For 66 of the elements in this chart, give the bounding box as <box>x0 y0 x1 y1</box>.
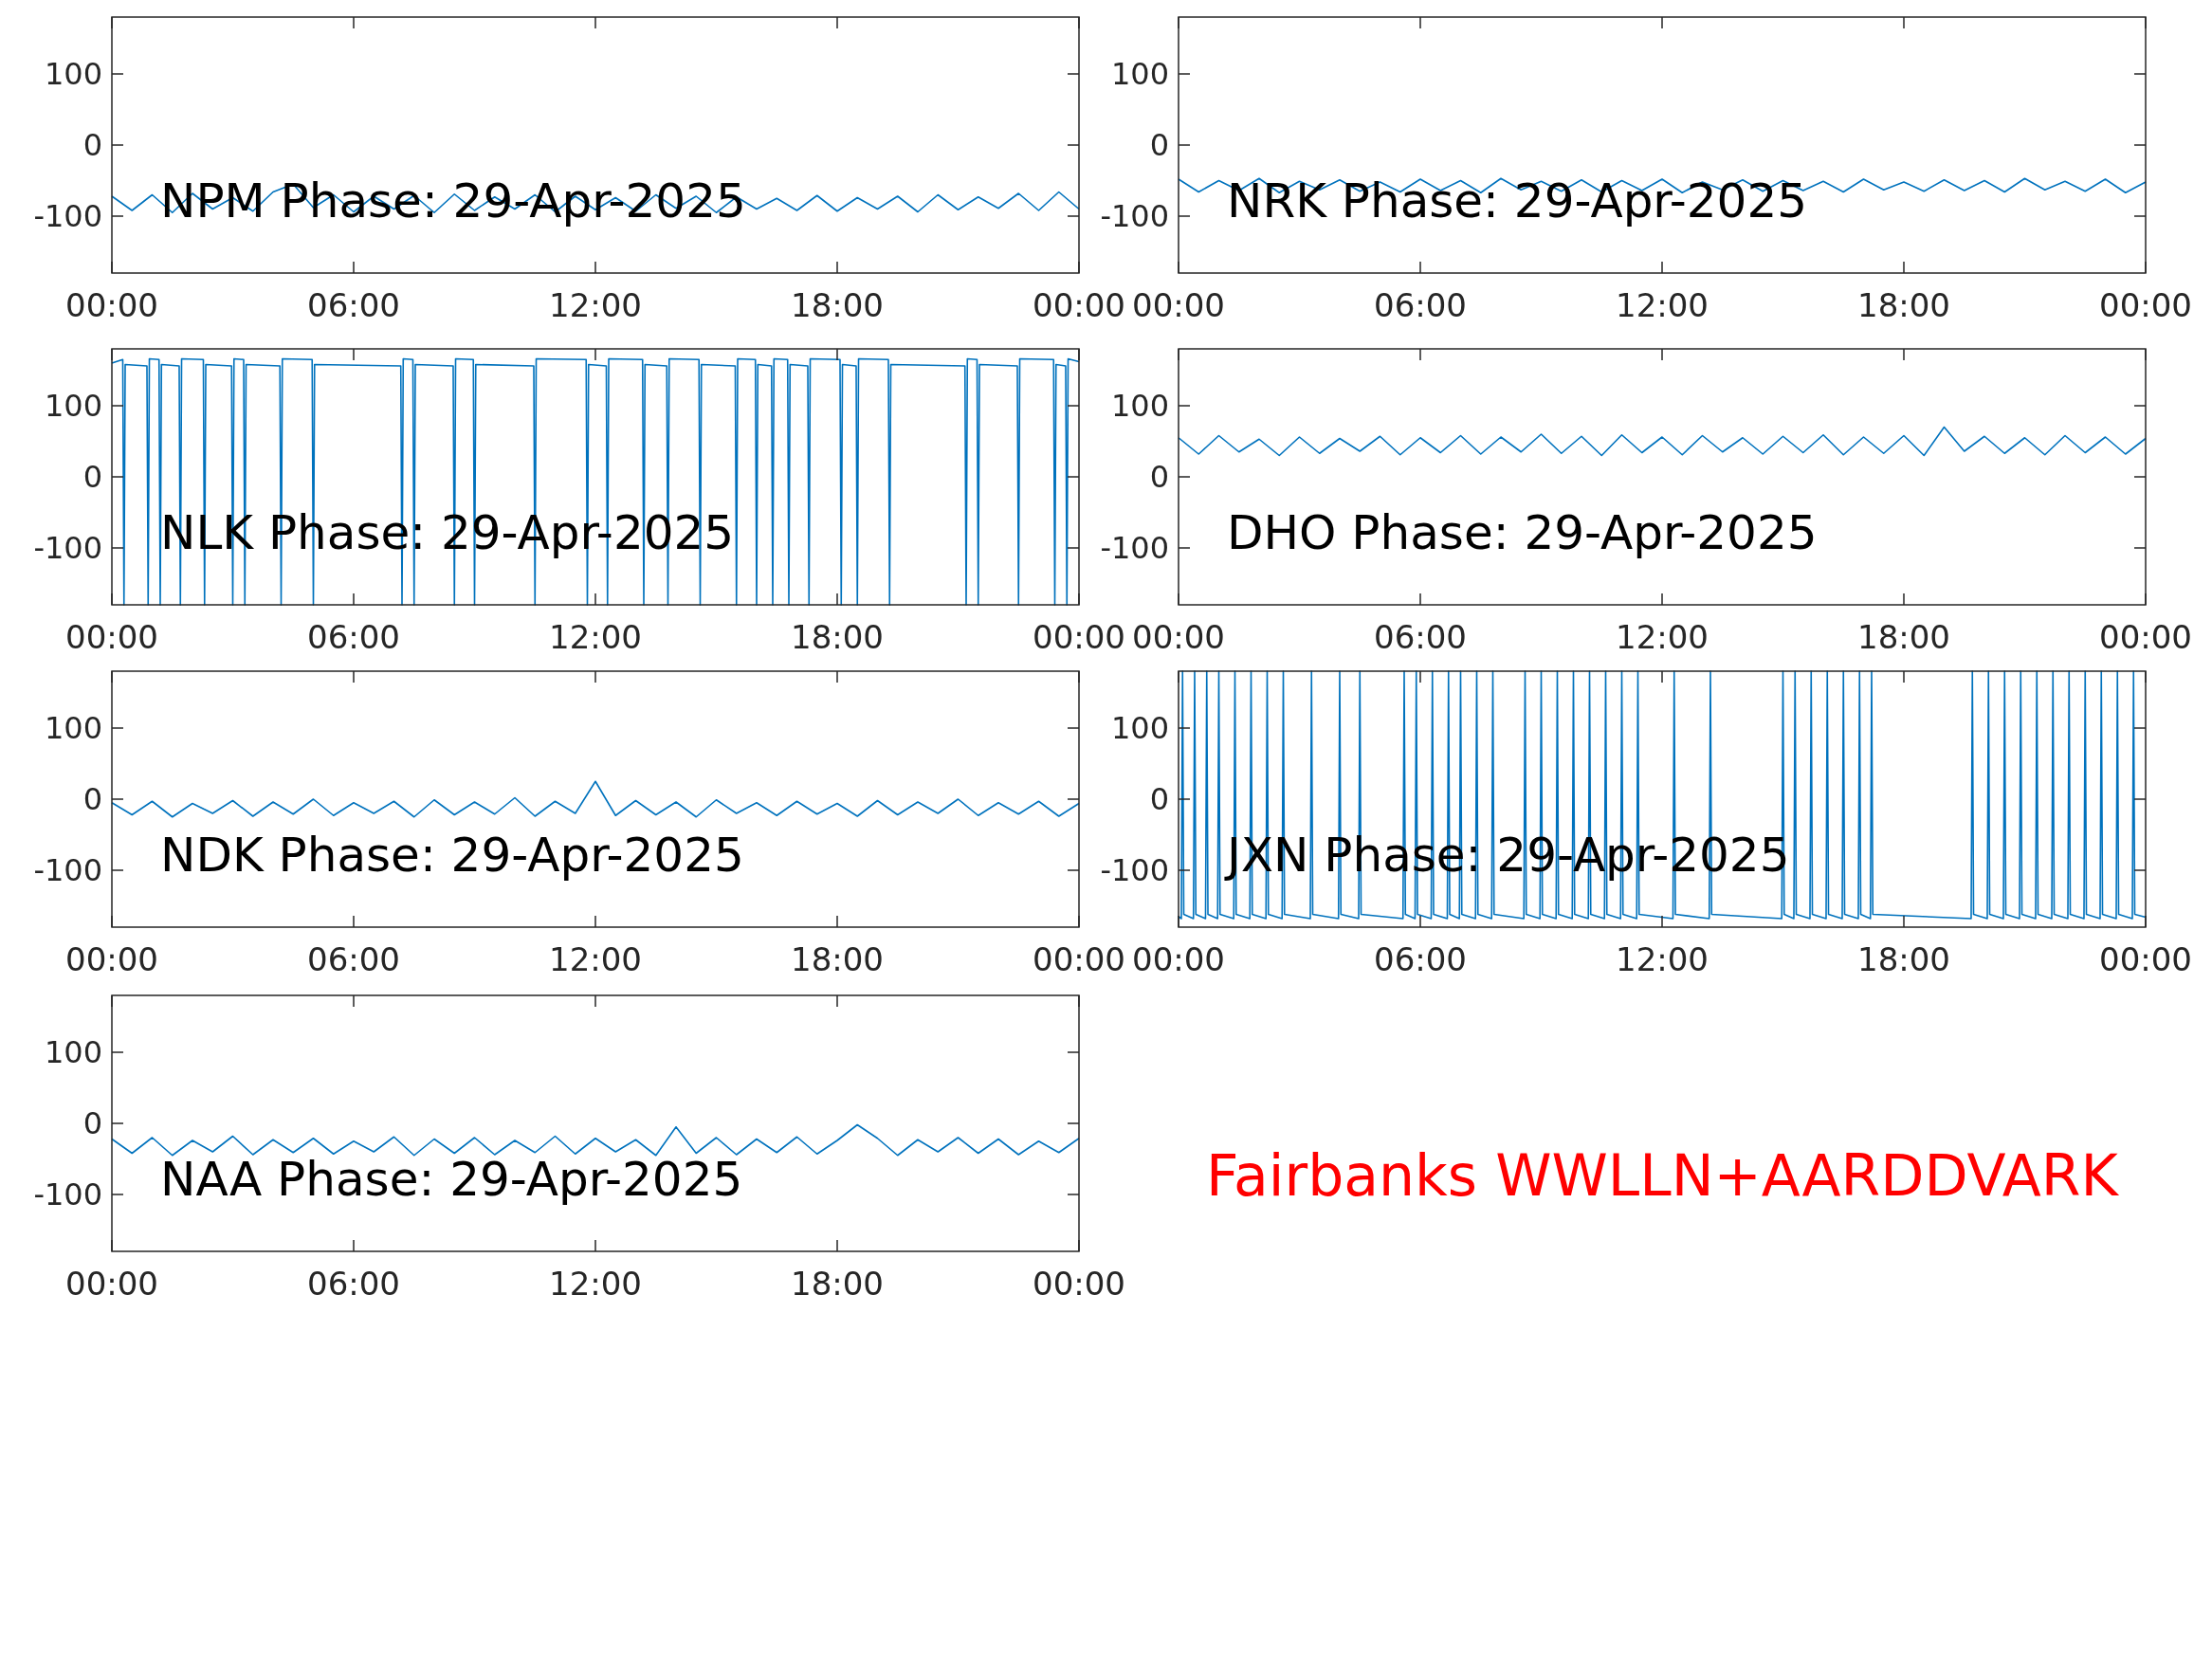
text: NDK Phase: 29-Apr-2025 <box>160 827 744 883</box>
x-tick-label: 00:00 <box>1132 286 1225 324</box>
line-series <box>1178 670 2147 920</box>
x-tick-label: 18:00 <box>1857 940 1950 978</box>
x-tick-label: 12:00 <box>1616 618 1709 656</box>
x-tick-label: 00:00 <box>1132 618 1225 656</box>
y-tick-label: -100 <box>33 1176 102 1213</box>
y-tick-label: -100 <box>33 530 102 567</box>
x-tick-label: 00:00 <box>1033 286 1125 324</box>
y-tick-label: 100 <box>44 388 102 425</box>
x-tick-label: 00:00 <box>65 286 158 324</box>
y-tick-label: -100 <box>33 852 102 889</box>
y-tick-label: 0 <box>1149 781 1169 818</box>
x-tick-label: 00:00 <box>1033 940 1125 978</box>
x-tick-label: 18:00 <box>1857 286 1950 324</box>
x-tick-label: 00:00 <box>1033 618 1125 656</box>
x-tick-label: 18:00 <box>1857 618 1950 656</box>
y-tick-label: 100 <box>1110 710 1169 747</box>
x-tick-label: 06:00 <box>1374 618 1467 656</box>
y-tick-label: 100 <box>44 56 102 93</box>
line-series <box>1178 426 2147 457</box>
x-tick-label: 18:00 <box>791 940 884 978</box>
text: Fairbanks WWLLN+AARDDVARK <box>1206 1141 2120 1209</box>
x-tick-label: 00:00 <box>2099 940 2192 978</box>
x-tick-label: 00:00 <box>65 1265 158 1303</box>
x-tick-label: 06:00 <box>307 618 400 656</box>
x-tick-label: 06:00 <box>307 286 400 324</box>
x-tick-label: 12:00 <box>549 618 642 656</box>
y-tick-label: 0 <box>1149 127 1169 164</box>
y-tick-label: 0 <box>1149 459 1169 496</box>
y-tick-label: 100 <box>1110 388 1169 425</box>
x-tick-label: 18:00 <box>791 618 884 656</box>
x-tick-label: 18:00 <box>791 1265 884 1303</box>
line-series <box>111 1123 1080 1157</box>
x-tick-label: 12:00 <box>549 286 642 324</box>
text: NAA Phase: 29-Apr-2025 <box>160 1151 743 1207</box>
x-tick-label: 06:00 <box>307 940 400 978</box>
x-tick-label: 06:00 <box>1374 286 1467 324</box>
x-tick-label: 00:00 <box>1033 1265 1125 1303</box>
x-tick-label: 00:00 <box>2099 618 2192 656</box>
y-tick-label: 100 <box>44 710 102 747</box>
line-series <box>111 357 1080 606</box>
y-tick-label: 100 <box>44 1034 102 1071</box>
y-tick-label: 0 <box>82 781 102 818</box>
x-tick-label: 12:00 <box>549 1265 642 1303</box>
y-tick-label: 0 <box>82 1105 102 1142</box>
y-tick-label: 0 <box>82 127 102 164</box>
y-tick-label: -100 <box>33 198 102 235</box>
y-tick-label: 0 <box>82 459 102 496</box>
y-tick-label: -100 <box>1100 852 1169 889</box>
x-tick-label: 18:00 <box>791 286 884 324</box>
x-tick-label: 00:00 <box>65 940 158 978</box>
x-tick-label: 06:00 <box>307 1265 400 1303</box>
x-tick-label: 00:00 <box>2099 286 2192 324</box>
line-series <box>111 780 1080 818</box>
x-tick-label: 12:00 <box>549 940 642 978</box>
y-tick-label: 100 <box>1110 56 1169 93</box>
text: DHO Phase: 29-Apr-2025 <box>1227 504 1818 560</box>
y-tick-label: -100 <box>1100 198 1169 235</box>
x-tick-label: 12:00 <box>1616 286 1709 324</box>
x-tick-label: 12:00 <box>1616 940 1709 978</box>
x-tick-label: 00:00 <box>65 618 158 656</box>
x-tick-label: 00:00 <box>1132 940 1225 978</box>
text: NRK Phase: 29-Apr-2025 <box>1227 173 1808 228</box>
y-tick-label: -100 <box>1100 530 1169 567</box>
x-tick-label: 06:00 <box>1374 940 1467 978</box>
